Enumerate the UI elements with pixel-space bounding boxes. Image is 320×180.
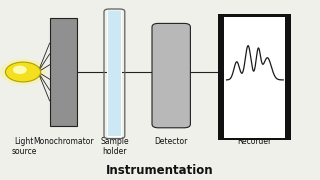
Bar (107, 11, 122, 137)
FancyBboxPatch shape (152, 23, 190, 128)
Circle shape (5, 62, 41, 82)
Circle shape (14, 66, 26, 73)
Text: Instrumentation: Instrumentation (106, 164, 214, 177)
Bar (50, 18, 77, 126)
Text: Sample
holder: Sample holder (100, 137, 129, 156)
Text: Light
source: Light source (11, 137, 37, 156)
Bar (218, 14, 291, 140)
Text: Detector: Detector (155, 137, 188, 146)
Circle shape (1, 60, 45, 84)
Bar (108, 11, 121, 136)
Bar (224, 17, 285, 138)
Text: Monochromator: Monochromator (33, 137, 94, 146)
Text: Recorder: Recorder (237, 137, 272, 146)
